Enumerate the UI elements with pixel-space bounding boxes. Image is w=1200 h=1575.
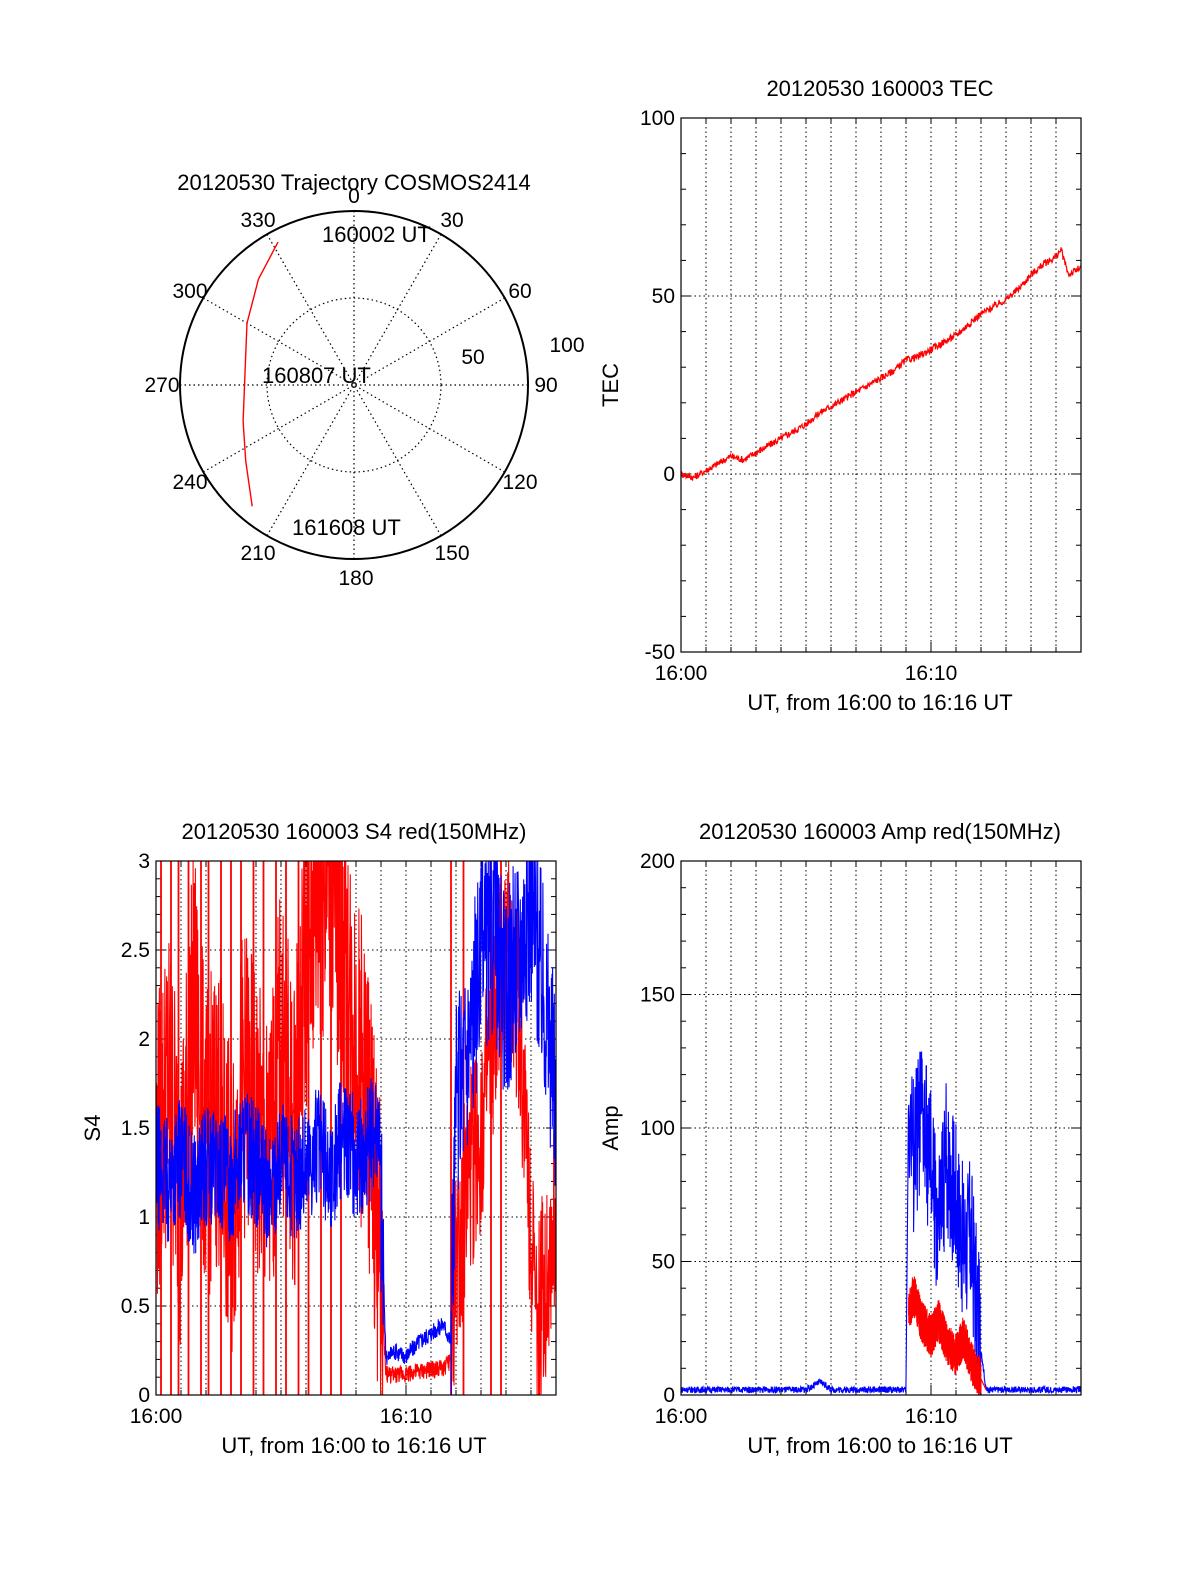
- y-tick-label: 3: [138, 850, 150, 873]
- x-tick-label: 16:00: [655, 662, 708, 685]
- y-tick-label: 100: [640, 1117, 675, 1140]
- plot-frame: [680, 860, 1082, 1396]
- plot-frame: [680, 117, 1082, 653]
- polar-angle-label: 240: [172, 471, 207, 494]
- annotation-mid-time: 160807 UT: [262, 363, 371, 388]
- amp-chart: 20120530 160003 Amp red(150MHz) UT, from…: [598, 819, 1082, 1458]
- polar-angle-label: 210: [240, 542, 275, 565]
- annotation-start-time: 160002 UT: [322, 222, 431, 247]
- y-tick-label: 0: [663, 463, 675, 486]
- y-tick-label: 1.5: [121, 1117, 150, 1140]
- series-line: [681, 1051, 1081, 1395]
- polar-radius-labels: 50 100: [461, 334, 584, 369]
- y-tick-label: 0: [663, 1384, 675, 1407]
- polar-angle-labels: 0 30 60 90 120 150 180 210 240 270 300 330: [144, 185, 557, 590]
- annotation-end-time: 161608 UT: [292, 515, 401, 540]
- y-tick-label: 100: [640, 107, 675, 130]
- s4-ylabel: S4: [80, 1115, 105, 1142]
- y-tick-label: 0: [138, 1384, 150, 1407]
- polar-trajectory-line: [242, 241, 279, 507]
- y-tick-label: 1: [138, 1206, 150, 1229]
- y-tick-label: 2: [138, 1028, 150, 1051]
- polar-angle-label: 180: [338, 567, 373, 590]
- polar-trajectory-chart: 20120530 Trajectory COSMOS2414 0 30 60 90 12…: [144, 170, 584, 590]
- x-tick-label: 16:00: [655, 1405, 708, 1428]
- s4-chart: 20120530 160003 S4 red(150MHz) UT, from …: [80, 819, 557, 1458]
- y-tick-label: 50: [652, 285, 675, 308]
- polar-radius-label: 100: [549, 334, 584, 357]
- tec-chart: 20120530 160003 TEC UT, from 16:00 to 16…: [598, 76, 1082, 715]
- tec-title: 20120530 160003 TEC: [766, 76, 993, 101]
- s4-title: 20120530 160003 S4 red(150MHz): [182, 819, 527, 844]
- x-tick-label: 16:10: [905, 662, 958, 685]
- y-tick-label: 2.5: [121, 939, 150, 962]
- y-tick-label: 200: [640, 850, 675, 873]
- x-tick-label: 16:10: [380, 1405, 433, 1428]
- y-tick-label: 150: [640, 984, 675, 1007]
- polar-angle-label: 150: [434, 542, 469, 565]
- plot-frame: [155, 860, 557, 1396]
- polar-grid: [179, 210, 529, 560]
- y-tick-label: 0.5: [121, 1295, 150, 1318]
- polar-angle-label: 300: [172, 280, 207, 303]
- series-line: [681, 247, 1081, 481]
- polar-angle-label: 90: [534, 374, 557, 397]
- amp-ylabel: Amp: [598, 1105, 623, 1150]
- series-line: [156, 861, 556, 1395]
- polar-angle-label: 120: [502, 471, 537, 494]
- polar-series: [242, 241, 279, 507]
- polar-angle-label: 330: [240, 209, 275, 232]
- amp-xlabel: UT, from 16:00 to 16:16 UT: [747, 1433, 1012, 1458]
- x-tick-label: 16:10: [905, 1405, 958, 1428]
- series-line: [907, 1276, 987, 1395]
- x-tick-label: 16:00: [130, 1405, 183, 1428]
- polar-title: 20120530 Trajectory COSMOS2414: [177, 170, 530, 195]
- polar-angle-label: 270: [144, 374, 179, 397]
- y-tick-label: -50: [645, 641, 675, 664]
- s4-xlabel: UT, from 16:00 to 16:16 UT: [221, 1433, 486, 1458]
- amp-title: 20120530 160003 Amp red(150MHz): [699, 819, 1061, 844]
- y-tick-label: 50: [652, 1251, 675, 1274]
- tec-ylabel: TEC: [598, 363, 623, 407]
- polar-angle-label: 0: [348, 185, 360, 208]
- polar-radius-label: 50: [461, 346, 484, 369]
- polar-angle-label: 60: [508, 280, 531, 303]
- polar-angle-label: 30: [440, 209, 463, 232]
- tec-xlabel: UT, from 16:00 to 16:16 UT: [747, 690, 1012, 715]
